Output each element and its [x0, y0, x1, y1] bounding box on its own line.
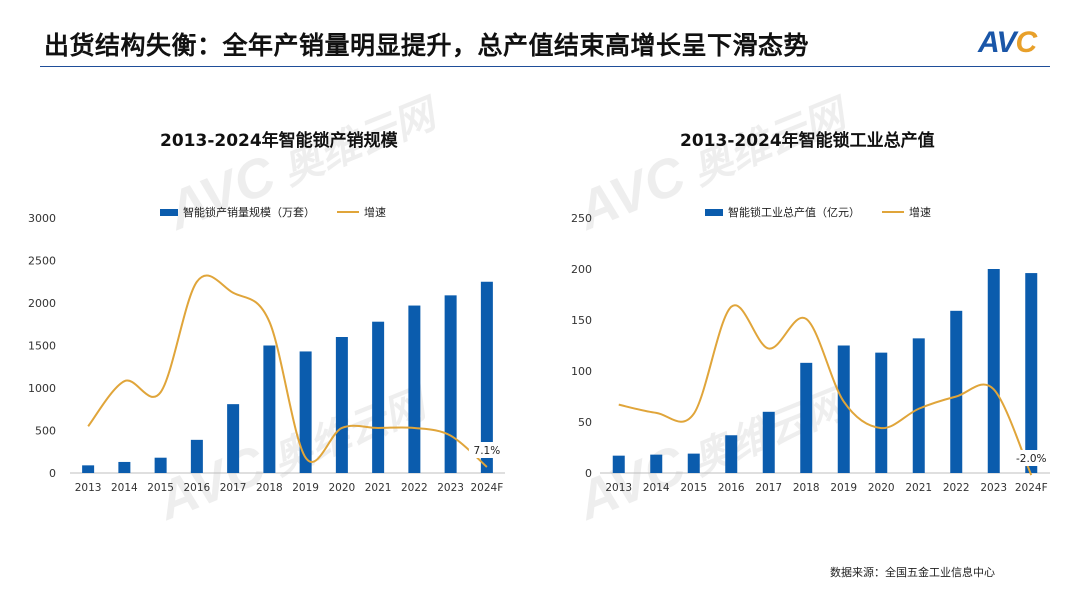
- chart1-xtick-label: 2022: [401, 482, 428, 494]
- chart2-legend: 智能锁工业总产值（亿元） 增速: [705, 204, 931, 220]
- chart2-xtick-label: 2015: [680, 482, 707, 494]
- chart1-legend-bar-swatch: [160, 208, 178, 216]
- chart2-xtick-label: 2017: [755, 482, 782, 494]
- chart2-xtick-label: 2024F: [1015, 482, 1048, 494]
- chart1-legend: 智能锁产销量规模（万套） 增速: [160, 204, 386, 220]
- chart2-xtick-label: 2019: [830, 482, 857, 494]
- chart1-xtick-label: 2017: [220, 482, 247, 494]
- chart2-ytick-label: 50: [578, 416, 592, 429]
- chart2-xtick-label: 2014: [643, 482, 670, 494]
- data-source: 数据来源：全国五金工业信息中心: [830, 566, 995, 579]
- chart1-growth-line: [87, 274, 488, 468]
- chart2-bar: [762, 411, 775, 473]
- chart1-xtick-label: 2014: [111, 482, 138, 494]
- chart1-ytick-label: 0: [49, 467, 56, 480]
- chart2-title: 2013-2024年智能锁工业总产值: [680, 131, 935, 151]
- chart1-xtick-label: 2018: [256, 482, 283, 494]
- chart1-annotation-label: 7.1%: [474, 445, 501, 457]
- chart1-xtick-label: 2023: [437, 482, 464, 494]
- chart1-xtick-label: 2021: [365, 482, 392, 494]
- chart1-ytick-label: 1500: [28, 340, 56, 353]
- chart2-annotation-box: [1013, 450, 1050, 467]
- chart2-ytick-label: 100: [571, 365, 592, 378]
- chart2-xtick-label: 2013: [605, 482, 632, 494]
- chart2-legend-line-label: 增速: [909, 206, 931, 219]
- chart1-title: 2013-2024年智能锁产销规模: [160, 131, 398, 151]
- chart1-ytick-label: 1000: [28, 382, 56, 395]
- chart1-bar: [299, 351, 312, 473]
- chart1-xtick-label: 2024F: [470, 482, 503, 494]
- chart2-xtick-label: 2016: [718, 482, 745, 494]
- chart1-ytick-label: 2500: [28, 255, 56, 268]
- chart2-annotation-label: -2.0%: [1016, 453, 1046, 465]
- chart2-bar: [950, 310, 963, 473]
- title-divider: [40, 66, 1050, 67]
- chart1-bar: [335, 337, 348, 473]
- chart2-ytick-label: 250: [571, 212, 592, 225]
- chart1-ytick-label: 500: [35, 425, 56, 438]
- chart2-xtick-label: 2023: [980, 482, 1007, 494]
- chart1-xtick-label: 2013: [75, 482, 102, 494]
- chart2-ytick-label: 200: [571, 263, 592, 276]
- chart1-bar: [190, 439, 203, 473]
- chart1-annotation-box: [468, 441, 505, 458]
- chart2-growth-line: [618, 304, 1033, 476]
- chart2-bar: [687, 453, 700, 473]
- chart1-bar: [480, 281, 493, 473]
- chart1-bar: [227, 404, 240, 473]
- chart1-bar: [444, 295, 457, 473]
- chart1-legend-line-swatch: [337, 211, 359, 213]
- chart2-xtick-label: 2022: [943, 482, 970, 494]
- chart2-legend-bar-swatch: [705, 208, 723, 216]
- chart1-bar: [118, 461, 131, 473]
- chart2-bar: [612, 455, 625, 473]
- chart1-xtick-label: 2015: [147, 482, 174, 494]
- chart2-bar: [800, 362, 813, 473]
- chart1-ytick-label: 2000: [28, 297, 56, 310]
- chart2-ytick-label: 150: [571, 314, 592, 327]
- chart2-legend-line-swatch: [882, 211, 904, 213]
- page-title: 出货结构失衡：全年产销量明显提升，总产值结束高增长呈下滑态势: [44, 31, 810, 60]
- chart2-xtick-label: 2021: [905, 482, 932, 494]
- chart1-xtick-label: 2016: [184, 482, 211, 494]
- chart1-xtick-label: 2019: [292, 482, 319, 494]
- avc-logo: AVC: [978, 26, 1037, 59]
- chart2-bar: [650, 454, 663, 473]
- chart2-bar: [912, 338, 925, 473]
- chart2-xtick-label: 2020: [868, 482, 895, 494]
- chart1-bar: [263, 345, 276, 473]
- chart2-bar: [725, 435, 738, 473]
- chart1-legend-bar-label: 智能锁产销量规模（万套）: [183, 206, 315, 219]
- chart2-ytick-label: 0: [585, 467, 592, 480]
- chart2-xtick-label: 2018: [793, 482, 820, 494]
- chart2-annotation: -2.0%: [1013, 450, 1050, 467]
- chart1-ytick-label: 3000: [28, 212, 56, 225]
- chart1-bar: [408, 305, 421, 473]
- chart1-bar: [154, 457, 167, 473]
- chart1-xtick-label: 2020: [329, 482, 356, 494]
- chart2-bar: [875, 352, 888, 473]
- chart1-annotation: 7.1%: [468, 441, 505, 458]
- chart2-bar: [1025, 273, 1038, 473]
- chart1-bar: [82, 465, 95, 473]
- chart2-bar: [837, 345, 850, 473]
- chart2-legend-bar-label: 智能锁工业总产值（亿元）: [728, 206, 860, 219]
- chart1-bar: [372, 321, 385, 473]
- chart2-bar: [987, 269, 1000, 473]
- chart1-legend-line-label: 增速: [364, 206, 386, 219]
